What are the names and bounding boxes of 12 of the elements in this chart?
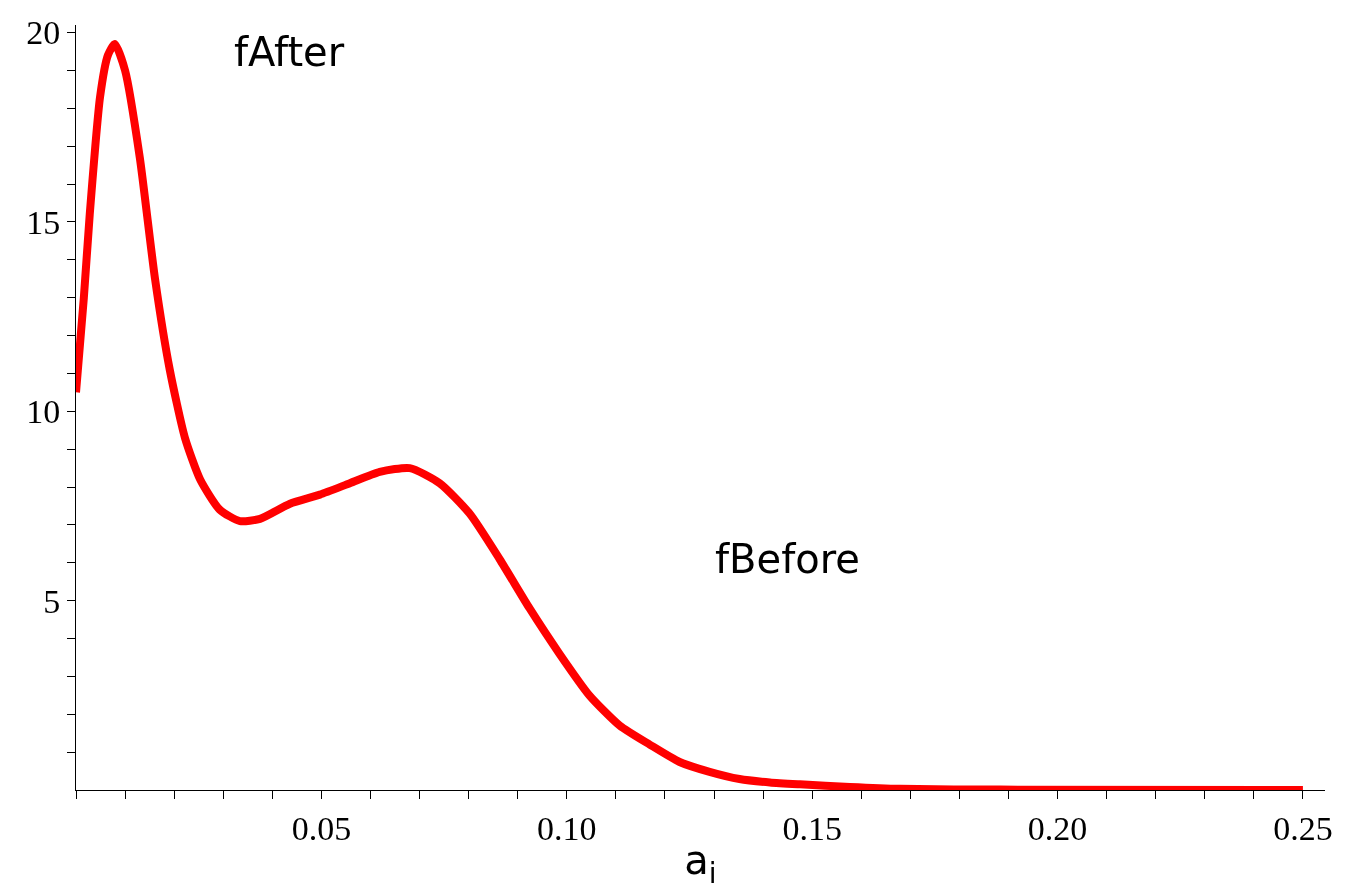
annotation: fBefore [715, 536, 860, 582]
x-tick-label: 0.10 [537, 809, 597, 847]
x-tick-label: 0.25 [1273, 809, 1333, 847]
y-tick-label: 5 [43, 582, 61, 620]
y-tick-label: 20 [26, 14, 61, 52]
annotation: fAfter [234, 29, 345, 75]
x-axis-title: a$_{i}$ [684, 837, 717, 890]
x-tick-label: 0.05 [291, 809, 352, 847]
x-tick-label: 0.15 [782, 809, 842, 847]
y-tick-label: 10 [26, 393, 61, 431]
y-tick-label: 15 [26, 203, 61, 241]
x-tick-label: 0.20 [1027, 809, 1088, 847]
